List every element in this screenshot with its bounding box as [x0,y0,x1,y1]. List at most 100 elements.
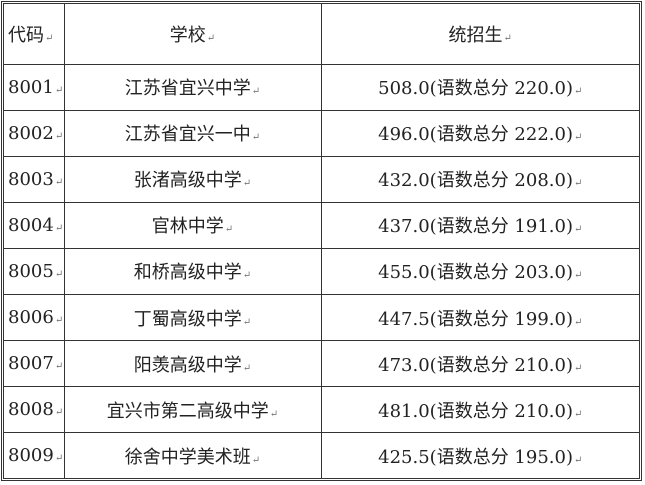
paragraph-mark-icon: ↵ [269,408,279,420]
school-text: 官林中学 [151,216,224,238]
school-text: 江苏省宜兴一中 [124,124,251,146]
score-text: 481.0(语数总分 210.0) [378,400,573,422]
cell-school: 江苏省宜兴一中↵ [63,109,322,157]
paragraph-mark-icon: ↵ [251,86,261,98]
table-row: 8004↵ 官林中学↵ 437.0(语数总分 191.0)↵ [4,201,639,249]
paragraph-mark-icon: ↵ [251,132,261,144]
cell-school: 宜兴市第二高级中学↵ [63,386,322,434]
cell-code: 8004↵ [4,201,65,249]
cell-code: 8002↵ [4,109,65,157]
school-text: 丁蜀高级中学 [133,308,242,330]
school-text: 张渚高级中学 [133,170,242,192]
paragraph-mark-icon: ↵ [54,361,64,373]
cell-score: 432.0(语数总分 208.0)↵ [320,155,639,203]
paragraph-mark-icon: ↵ [573,132,583,144]
cell-score: 455.0(语数总分 203.0)↵ [320,247,639,295]
school-text: 江苏省宜兴中学 [124,78,251,100]
score-text: 432.0(语数总分 208.0) [378,170,573,192]
paragraph-mark-icon: ↵ [573,408,583,420]
table-row: 8008↵ 宜兴市第二高级中学↵ 481.0(语数总分 210.0)↵ [4,386,639,434]
cell-score: 481.0(语数总分 210.0)↵ [320,386,639,434]
cell-score: 508.0(语数总分 220.0)↵ [320,63,639,111]
school-text: 徐舍中学美术班 [124,446,251,468]
table-header-row: 代码↵ 学校↵ 统招生↵ [4,4,639,65]
paragraph-mark-icon: ↵ [54,84,64,96]
table-row: 8001↵ 江苏省宜兴中学↵ 508.0(语数总分 220.0)↵ [4,63,639,111]
cell-school: 阳羡高级中学↵ [63,340,322,388]
code-text: 8003 [8,168,54,190]
code-text: 8004 [8,214,54,236]
header-school-text: 学校 [169,24,206,46]
code-text: 8002 [8,122,54,144]
cell-code: 8007↵ [4,340,65,388]
paragraph-mark-icon: ↵ [242,316,252,328]
score-text: 447.5(语数总分 199.0) [378,308,573,330]
paragraph-mark-icon: ↵ [573,86,583,98]
header-code-text: 代码 [8,24,44,46]
paragraph-mark-icon: ↵ [573,454,583,466]
cell-school: 丁蜀高级中学↵ [63,293,322,342]
score-text: 425.5(语数总分 195.0) [378,446,573,468]
score-text: 455.0(语数总分 203.0) [378,262,573,284]
cell-school: 江苏省宜兴中学↵ [63,63,322,111]
table-row: 8003↵ 张渚高级中学↵ 432.0(语数总分 208.0)↵ [4,155,639,203]
paragraph-mark-icon: ↵ [242,362,252,374]
header-school: 学校↵ [63,4,322,65]
paragraph-mark-icon: ↵ [573,316,583,328]
paragraph-mark-icon: ↵ [206,32,216,44]
paragraph-mark-icon: ↵ [54,315,64,327]
paragraph-mark-icon: ↵ [54,268,64,280]
cell-score: 496.0(语数总分 222.0)↵ [320,109,639,157]
code-text: 8005 [8,260,54,282]
paragraph-mark-icon: ↵ [242,178,252,190]
code-text: 8009 [8,445,54,467]
cell-code: 8006↵ [4,293,65,342]
cell-code: 8005↵ [4,247,65,295]
paragraph-mark-icon: ↵ [573,224,583,236]
cell-school: 张渚高级中学↵ [63,155,322,203]
table-row: 8002↵ 江苏省宜兴一中↵ 496.0(语数总分 222.0)↵ [4,109,639,157]
cell-school: 官林中学↵ [63,201,322,249]
header-code: 代码↵ [4,4,65,65]
code-text: 8001 [8,76,54,98]
cell-score: 447.5(语数总分 199.0)↵ [320,293,639,342]
paragraph-mark-icon: ↵ [54,407,64,419]
cell-score: 473.0(语数总分 210.0)↵ [320,340,639,388]
score-text: 437.0(语数总分 191.0) [378,216,573,238]
school-text: 和桥高级中学 [133,262,242,284]
paragraph-mark-icon: ↵ [573,178,583,190]
score-text: 473.0(语数总分 210.0) [378,354,573,376]
score-text: 496.0(语数总分 222.0) [378,124,573,146]
paragraph-mark-icon: ↵ [45,32,54,44]
table-row: 8005↵ 和桥高级中学↵ 455.0(语数总分 203.0)↵ [4,247,639,295]
paragraph-mark-icon: ↵ [573,362,583,374]
header-score-text: 统招生 [448,24,503,46]
paragraph-mark-icon: ↵ [503,32,512,44]
cell-score: 425.5(语数总分 195.0)↵ [320,432,639,478]
table-row: 8007↵ 阳羡高级中学↵ 473.0(语数总分 210.0)↵ [4,340,639,388]
header-score: 统招生↵ [320,4,639,65]
code-text: 8006 [8,307,54,329]
school-text: 宜兴市第二高级中学 [106,400,269,422]
code-text: 8008 [8,399,54,421]
cell-code: 8008↵ [4,386,65,434]
paragraph-mark-icon: ↵ [54,222,64,234]
school-text: 阳羡高级中学 [133,354,242,376]
cell-school: 和桥高级中学↵ [63,247,322,295]
code-text: 8007 [8,353,54,375]
paragraph-mark-icon: ↵ [224,224,234,236]
table-row: 8009↵ 徐舍中学美术班↵ 425.5(语数总分 195.0)↵ [4,432,639,478]
table-row: 8006↵ 丁蜀高级中学↵ 447.5(语数总分 199.0)↵ [4,293,639,342]
paragraph-mark-icon: ↵ [251,454,261,466]
cell-code: 8009↵ [4,432,65,478]
cell-school: 徐舍中学美术班↵ [63,432,322,478]
cell-code: 8003↵ [4,155,65,203]
cell-score: 437.0(语数总分 191.0)↵ [320,201,639,249]
paragraph-mark-icon: ↵ [242,270,252,282]
score-text: 508.0(语数总分 220.0) [378,78,573,100]
paragraph-mark-icon: ↵ [573,270,583,282]
score-table: 代码↵ 学校↵ 统招生↵ 8001↵ 江苏省宜兴中学↵ 508.0(语数总分 220… [4,4,639,478]
paragraph-mark-icon: ↵ [54,176,64,188]
cell-code: 8001↵ [4,63,65,111]
